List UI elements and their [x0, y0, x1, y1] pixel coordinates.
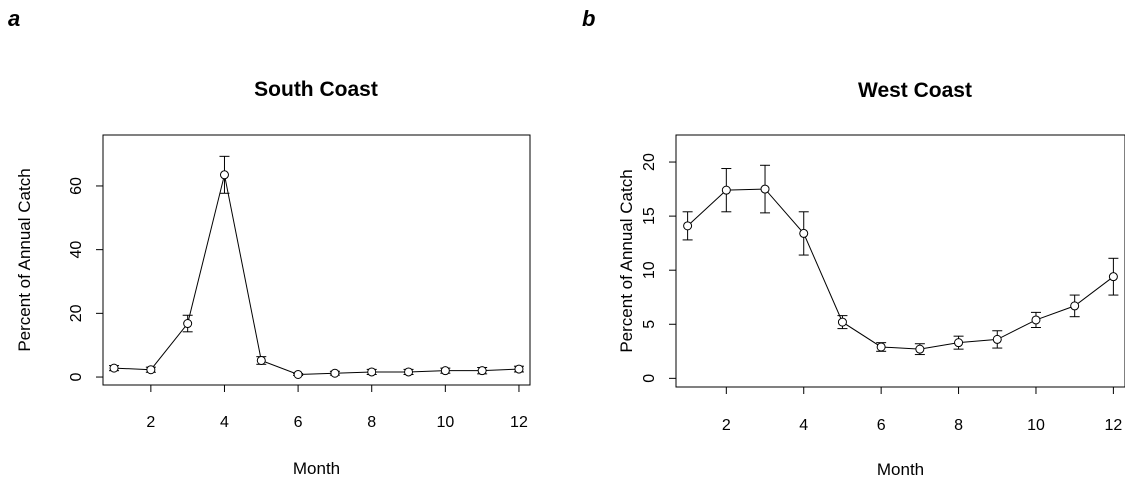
y-tick-label: 10: [641, 261, 658, 279]
data-point: [183, 319, 193, 329]
panel-letter-b: b: [582, 6, 596, 31]
series-line: [687, 188, 1114, 350]
x-tick-label: 6: [294, 414, 303, 431]
data-point: [992, 334, 1002, 344]
data-point: [514, 364, 524, 374]
y-tick-label: 40: [68, 241, 85, 259]
data-point: [109, 363, 119, 373]
data-point: [760, 184, 770, 194]
data-point: [146, 365, 156, 375]
x-tick-label: 12: [510, 414, 528, 431]
chart-title: West Coast: [858, 79, 972, 102]
x-tick-label: 8: [954, 417, 963, 434]
x-tick-label: 2: [722, 417, 731, 434]
plot-frame: [102, 134, 531, 386]
data-point: [367, 367, 377, 377]
data-point: [954, 338, 964, 348]
y-tick-label: 60: [68, 177, 85, 195]
data-point: [915, 344, 925, 354]
x-axis-label: Month: [293, 459, 340, 478]
x-tick-label: 6: [877, 417, 886, 434]
series-line: [114, 174, 519, 375]
x-tick-label: 10: [1027, 417, 1045, 434]
data-point: [1108, 272, 1118, 282]
y-tick-label: 5: [641, 320, 658, 329]
south-coast-chart: South Coast Month Percent of Annual Catch 2…: [15, 78, 531, 478]
y-tick-label: 0: [641, 374, 658, 383]
x-tick-label: 2: [146, 414, 155, 431]
y-tick-label: 15: [641, 207, 658, 225]
chart-title: South Coast: [254, 78, 378, 101]
data-point: [440, 366, 450, 376]
data-point: [404, 367, 414, 377]
data-point: [330, 368, 340, 378]
data-point: [293, 369, 303, 379]
data-point: [1031, 315, 1041, 325]
plot-frame: [675, 134, 1125, 388]
data-point: [477, 366, 487, 376]
y-axis-label: Percent of Annual Catch: [617, 169, 636, 352]
y-axis-label: Percent of Annual Catch: [15, 168, 34, 351]
data-point: [721, 185, 731, 195]
y-tick-label: 0: [68, 372, 85, 381]
west-coast-chart: West Coast Month Percent of Annual Catch 2 4…: [617, 79, 1125, 479]
data-point: [1070, 301, 1080, 311]
data-point: [799, 228, 809, 238]
data-point: [837, 317, 847, 327]
x-tick-label: 8: [367, 414, 376, 431]
x-tick-label: 4: [799, 417, 808, 434]
data-point: [256, 355, 266, 365]
x-tick-label: 10: [436, 414, 454, 431]
data-point: [219, 170, 229, 180]
y-tick-label: 20: [641, 153, 658, 171]
x-axis-label: Month: [877, 460, 924, 479]
y-tick-label: 20: [68, 304, 85, 322]
panel-letter-a: a: [8, 6, 21, 31]
data-point: [876, 342, 886, 352]
data-point: [683, 221, 693, 231]
x-tick-label: 12: [1104, 417, 1122, 434]
x-tick-label: 4: [220, 414, 229, 431]
